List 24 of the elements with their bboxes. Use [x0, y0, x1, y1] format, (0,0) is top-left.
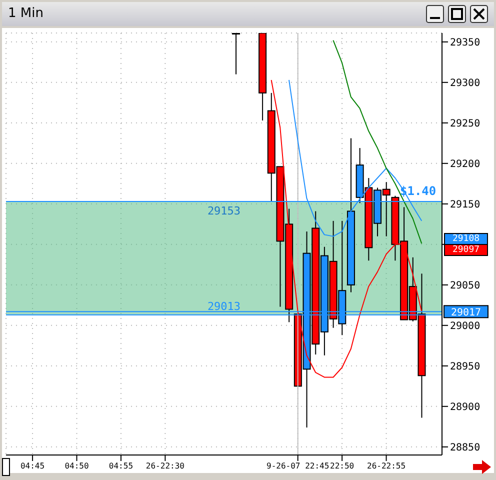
y-tick-label: 28900: [450, 402, 480, 413]
y-tick-label: 29050: [450, 280, 480, 292]
band-label: 29153: [207, 204, 241, 218]
y-tick-label: 28950: [450, 361, 480, 372]
y-tick-label: 29150: [450, 199, 480, 210]
x-tick-label: 9-26-07 22:45: [266, 462, 330, 471]
chart-title: 1 Min: [8, 6, 44, 21]
y-tick-label: 29250: [450, 118, 480, 130]
text: 29108: [444, 233, 488, 245]
y-tick-label: 29350: [450, 37, 480, 48]
y-tick-label: 29200: [450, 158, 480, 170]
candlestick: [232, 33, 240, 75]
text: 29097: [444, 244, 488, 256]
x-tick-label: 26-22:30: [146, 462, 185, 471]
x-tick-label: 04:45: [20, 462, 45, 471]
x-tick-label: 04:50: [64, 462, 89, 471]
x-tick-label: 04:55: [108, 462, 134, 471]
y-tick-label: 29000: [450, 320, 480, 332]
x-tick-label: 26-22:55: [367, 462, 406, 471]
x-tick-label: 22:50: [330, 462, 354, 471]
y-tick-label: 29300: [450, 78, 480, 89]
ref-line-label: 29013: [207, 300, 241, 313]
ref-line-label: 29017: [450, 308, 482, 319]
y-tick-label: 28850: [450, 442, 480, 454]
